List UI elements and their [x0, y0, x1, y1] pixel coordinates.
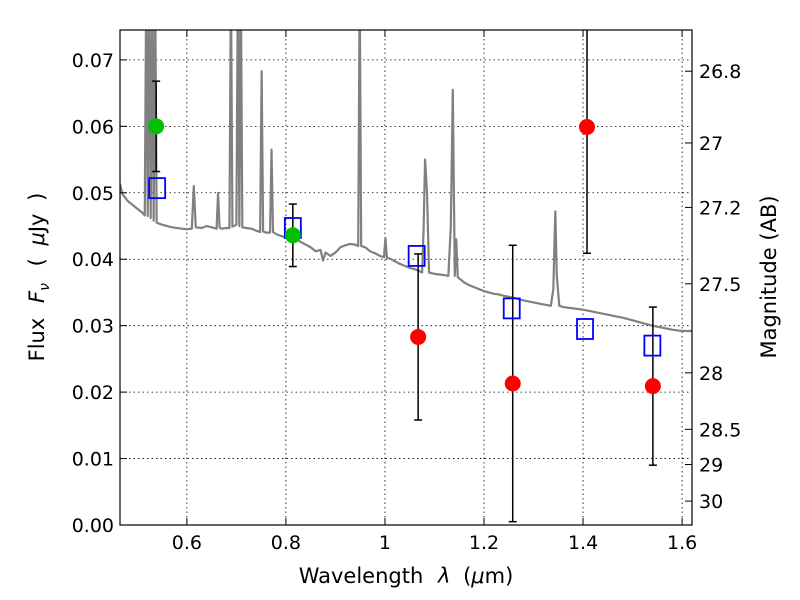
y2-tick-label: 27.2 — [699, 197, 741, 219]
grid-lines — [120, 30, 692, 526]
y-axis-label-paren-open: ( — [25, 258, 49, 266]
x-tick-label: 0.6 — [172, 532, 202, 554]
photometry-point — [148, 118, 165, 135]
photometry-point — [410, 328, 427, 345]
y2-tick-label: 29 — [699, 455, 723, 477]
spectrum-line — [120, 30, 692, 333]
x-axis-label-unit: m) — [485, 564, 514, 588]
model-box-marker — [407, 245, 426, 267]
x-axis-label-symbol: λ — [437, 564, 450, 588]
y2-tick-label: 30 — [699, 491, 723, 513]
y-tick-label: 0.05 — [72, 183, 114, 205]
plot-frame — [119, 29, 693, 526]
spectrum-series — [120, 30, 692, 333]
y-tick-label: 0.00 — [72, 515, 114, 537]
photometry-points — [148, 118, 661, 395]
error-bars — [152, 30, 657, 523]
y-axis-label-symbol: F — [25, 290, 49, 303]
y-tick-label: 0.07 — [72, 50, 114, 72]
y-axis-label-subscript: ν — [37, 283, 53, 291]
y2-tick-label: 26.8 — [699, 61, 741, 83]
photometry-point — [579, 119, 596, 136]
photometry-point — [284, 227, 301, 244]
x-tick-label: 1.4 — [568, 532, 598, 554]
y-axis: 0.00 0.01 0.02 0.03 0.04 0.05 0.06 0.07 — [72, 50, 127, 537]
y-tick-label: 0.02 — [72, 382, 114, 404]
y-tick-label: 0.04 — [72, 249, 114, 271]
y-axis-label-paren-close: ) — [25, 193, 49, 201]
x-tick-label: 1.6 — [667, 532, 697, 554]
x-tick-label: 0.8 — [271, 532, 301, 554]
y2-tick-label: 27.5 — [699, 274, 741, 296]
photometry-point — [504, 375, 521, 392]
y-tick-label: 0.06 — [72, 116, 114, 138]
y-axis-label-unit: Jy — [25, 214, 49, 235]
y-tick-label: 0.03 — [72, 316, 114, 338]
model-box-marker — [576, 318, 594, 340]
x-axis-label-unit-open: ( — [463, 564, 471, 588]
y2-axis: 26.8 27 27.2 27.5 28 28.5 29 30 — [685, 61, 741, 513]
y-axis-label: Flux Fν ( μJy ) — [25, 193, 54, 362]
model-box-marker — [643, 334, 662, 357]
x-axis-label: Wavelength λ (μm) — [299, 564, 514, 588]
y-axis-label-mu: μ — [25, 232, 49, 246]
plot-area — [120, 30, 692, 523]
model-box-marker — [148, 177, 167, 200]
y2-tick-label: 28 — [699, 363, 723, 385]
photometry-point — [644, 378, 661, 395]
y-tick-label: 0.01 — [72, 449, 114, 471]
x-tick-label: 1.2 — [469, 532, 499, 554]
y-axis-label-text: Flux — [25, 318, 49, 362]
x-axis-label-unit-mu: μ — [470, 564, 484, 588]
x-axis-label-text: Wavelength — [299, 564, 424, 588]
x-tick-label: 1 — [379, 532, 391, 554]
model-box-marker — [502, 297, 521, 320]
y2-tick-label: 27 — [699, 133, 723, 155]
y2-axis-label: Magnitude (AB) — [757, 195, 781, 358]
x-axis: 0.6 0.8 1 1.2 1.4 1.6 — [172, 30, 697, 554]
y2-tick-label: 28.5 — [699, 419, 741, 441]
